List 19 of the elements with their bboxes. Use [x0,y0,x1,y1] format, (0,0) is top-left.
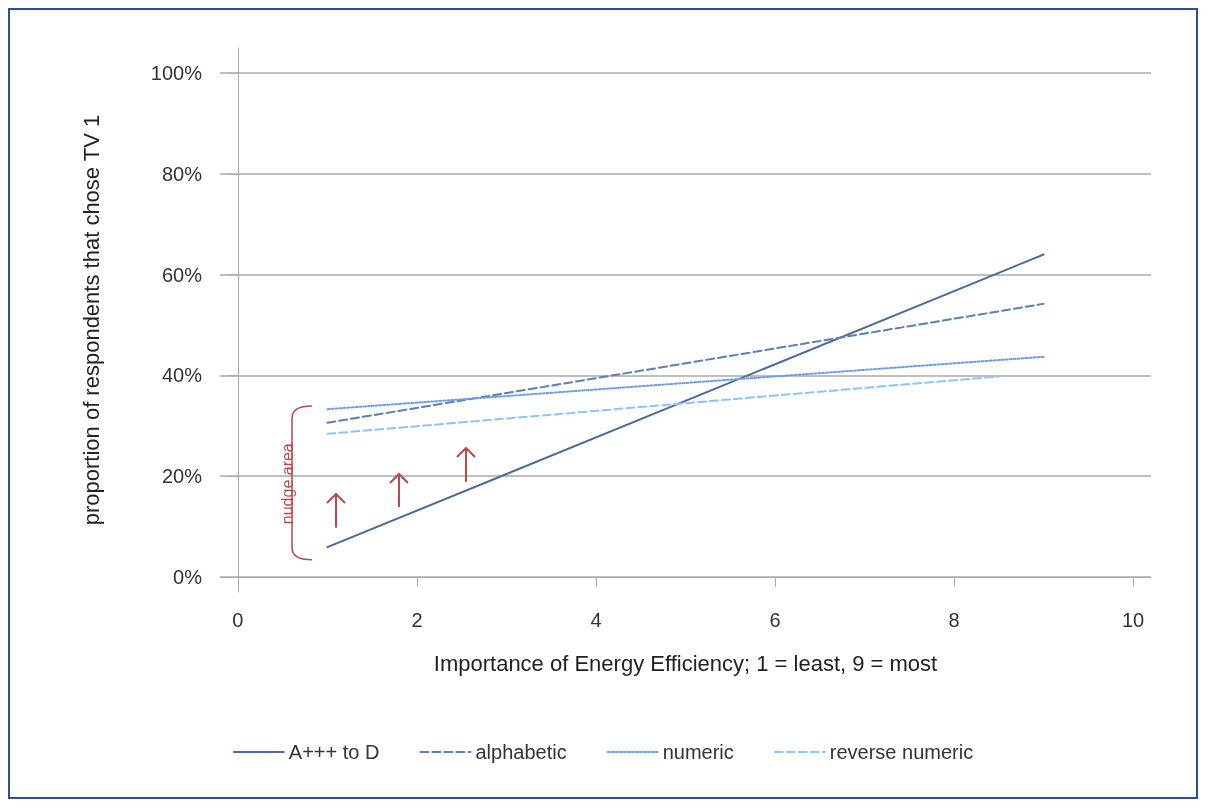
x-tick-label: 2 [411,609,423,631]
legend-label: numeric [662,741,734,763]
x-tick-label: 6 [769,609,781,631]
y-tick-label: 20% [161,465,203,488]
x-tick-label: 0 [232,609,244,631]
legend-label: reverse numeric [829,741,974,763]
x-tick-label: 8 [948,609,960,631]
x-tick-label: 4 [590,609,602,631]
y-tick-label: 100% [150,62,203,85]
y-tick-label: 0% [173,565,203,588]
y-axis-title: proportion of respondents that chose TV 1 [78,114,104,526]
x-tick-label: 10 [1121,609,1145,631]
legend-label: alphabetic [475,741,567,763]
y-tick-label: 40% [161,364,203,387]
x-axis-title: Importance of Energy Efficiency; 1 = least, 9 = most [433,650,938,676]
legend-label: A+++ to D [288,741,380,763]
annotation: nudge area [278,443,296,525]
y-tick-label: 60% [161,263,203,286]
y-tick-label: 80% [161,162,203,185]
